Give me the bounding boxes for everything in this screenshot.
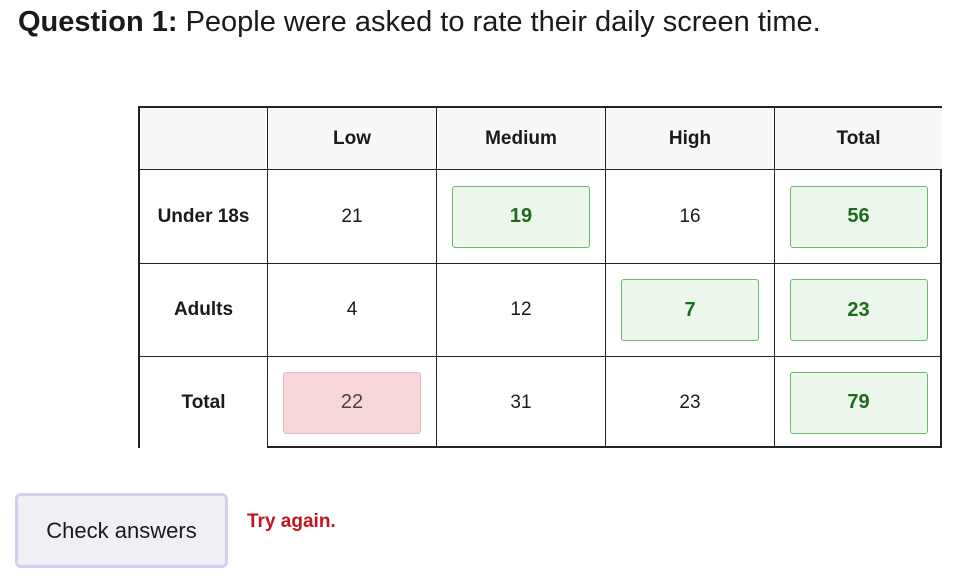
answer-input-correct[interactable]: 19 [452,185,590,248]
header-cell [140,108,268,170]
table-cell: 23 [606,357,775,448]
table-cell: 4 [268,264,437,357]
row-header: Adults [140,264,268,357]
answer-input-correct[interactable]: 7 [621,279,759,341]
question-label: Question 1: [18,6,178,38]
table-cell: 21 [268,170,437,264]
column-header: High [606,108,775,170]
table-cell: 19 [437,170,606,264]
table-cell: 12 [437,264,606,357]
table: Low Medium High Total Under 18s 21 19 16 56 Adult… [138,106,942,448]
table-cell: 79 [775,357,942,448]
answer-input-correct[interactable]: 23 [789,279,928,341]
question-text: People were asked to rate their daily sc… [185,6,821,38]
column-header: Medium [437,108,606,170]
check-button[interactable]: Check answers [15,493,228,568]
feedback: Try again. [247,511,336,532]
row-header: Under 18s [140,170,268,264]
column-header: Low [268,108,437,170]
table-cell: 31 [437,357,606,448]
table-cell: 56 [775,170,942,264]
answer-input-incorrect[interactable]: 22 [283,371,421,434]
question: Question 1: People were asked to rate th… [18,6,821,39]
table-cell: 7 [606,264,775,357]
table-cell: 16 [606,170,775,264]
answer-input-correct[interactable]: 79 [789,371,928,434]
answer-input-correct[interactable]: 56 [789,185,928,248]
row-header: Total [140,357,268,448]
column-header: Total [775,108,942,170]
table-cell: 22 [268,357,437,448]
table-cell: 23 [775,264,942,357]
